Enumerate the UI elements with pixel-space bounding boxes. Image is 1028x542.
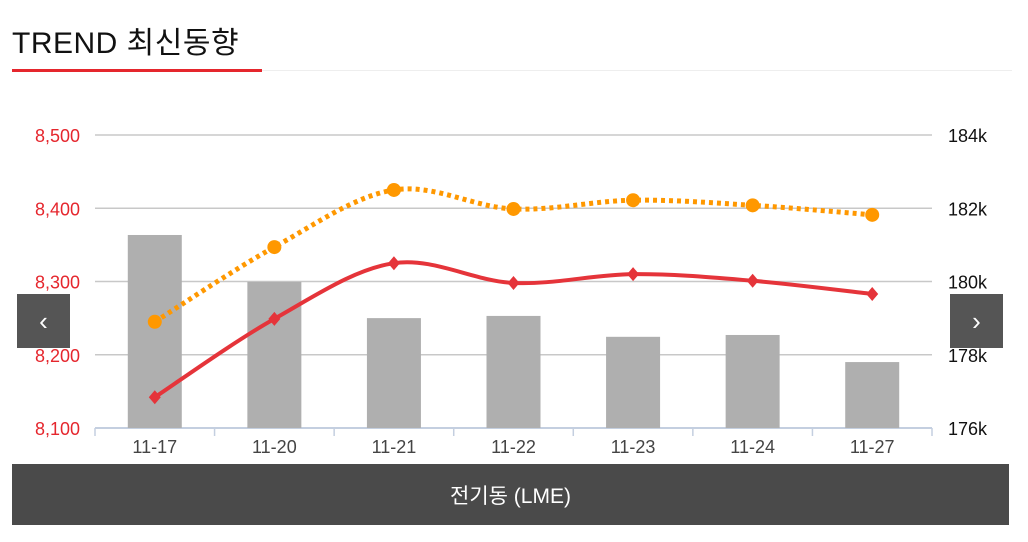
right-axis-tick: 182k: [948, 199, 988, 219]
title-underline: [12, 69, 262, 72]
right-axis-tick: 178k: [948, 346, 988, 366]
bar: [725, 334, 780, 428]
bar: [606, 336, 661, 428]
orange-point: [626, 193, 641, 208]
footer-label: 전기동 (LME): [450, 484, 571, 508]
chevron-left-icon: ‹: [39, 305, 48, 336]
right-axis-tick: 184k: [948, 126, 988, 146]
chevron-right-icon: ›: [972, 305, 981, 336]
orange-point: [267, 240, 282, 255]
x-axis-label: 11-20: [252, 437, 297, 457]
orange-point: [865, 207, 880, 222]
x-axis-label: 11-23: [611, 437, 656, 457]
red-point: [627, 267, 640, 282]
page-title: TREND 최신동향: [12, 27, 240, 60]
x-axis-label: 11-27: [850, 437, 895, 457]
bar: [366, 318, 421, 428]
header-divider: [262, 70, 1012, 71]
x-axis-label: 11-21: [372, 437, 417, 457]
x-axis-label: 11-17: [132, 437, 177, 457]
left-axis-tick: 8,300: [35, 273, 80, 293]
red-point: [268, 311, 281, 326]
red-point: [507, 275, 520, 290]
metal-selector-label[interactable]: 전기동 (LME): [12, 464, 1009, 525]
orange-point: [745, 198, 760, 213]
left-axis-tick: 8,200: [35, 346, 80, 366]
bar: [845, 362, 900, 428]
right-axis-tick: 180k: [948, 273, 988, 293]
bar: [247, 281, 302, 428]
orange-point: [147, 314, 162, 329]
left-axis-tick: 8,100: [35, 419, 80, 439]
bar: [486, 315, 541, 428]
red-point: [148, 390, 161, 405]
red-point: [866, 286, 879, 301]
x-axis-label: 11-22: [491, 437, 536, 457]
right-axis-tick: 176k: [948, 419, 988, 439]
trend-chart: 8,100 8,200 8,300 8,400 8,500 176k 178k 180k 182…: [35, 126, 988, 457]
orange-point: [506, 201, 521, 216]
red-point: [387, 256, 400, 271]
left-axis-tick: 8,500: [35, 126, 80, 146]
orange-point: [386, 182, 401, 197]
left-axis-tick: 8,400: [35, 199, 80, 219]
x-axis-label: 11-24: [730, 437, 775, 457]
red-point: [746, 273, 759, 288]
next-button[interactable]: ›: [950, 294, 1003, 348]
prev-button[interactable]: ‹: [17, 294, 70, 348]
